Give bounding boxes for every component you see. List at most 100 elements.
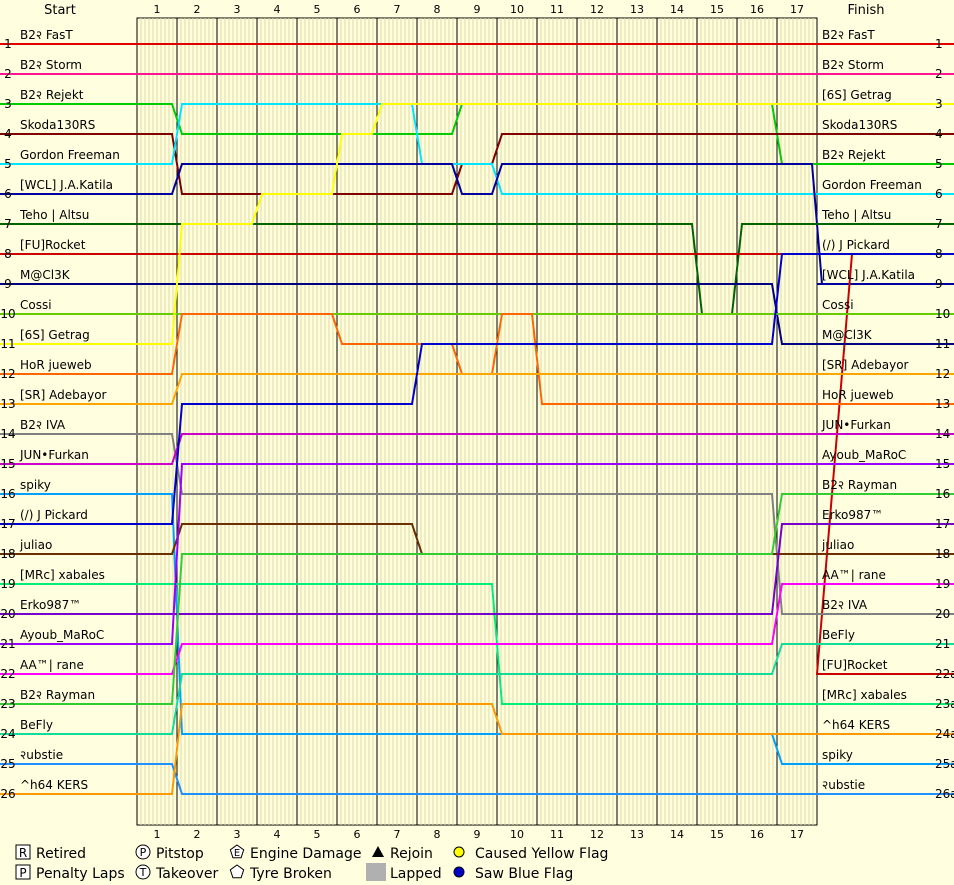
- legend-item: Rejoin: [372, 846, 433, 862]
- finish-driver-label: २ubstie: [822, 778, 865, 792]
- finish-position-number: 20: [935, 607, 950, 621]
- driver-line: [0, 643, 954, 735]
- lap-number-top: 8: [434, 3, 441, 16]
- finish-position-number: 10: [935, 307, 950, 321]
- start-position-number: 11: [0, 337, 15, 351]
- start-driver-label: juliao: [19, 538, 52, 552]
- start-position-number: 16: [0, 487, 15, 501]
- start-driver-label: BeFly: [20, 718, 53, 732]
- legend-lapped-icon: [366, 863, 386, 881]
- start-position-number: 25: [0, 757, 15, 771]
- legend-label: Caused Yellow Flag: [475, 846, 608, 862]
- finish-driver-label: HoR jueweb: [822, 388, 894, 402]
- legend-label: Engine Damage: [250, 846, 362, 862]
- finish-position-number: 22a: [935, 667, 954, 681]
- driver-line: [0, 253, 954, 675]
- start-position-number: 17: [0, 517, 15, 531]
- finish-position-number: 6: [935, 187, 943, 201]
- lap-number-top: 2: [194, 3, 201, 16]
- start-driver-label: Erko987™: [20, 598, 81, 612]
- start-driver-label: Cossi: [20, 298, 52, 312]
- start-position-number: 3: [4, 97, 12, 111]
- start-position-number: 5: [4, 157, 12, 171]
- start-driver-label: [SR] Adebayor: [20, 388, 107, 402]
- legend-square-icon: [15, 864, 31, 880]
- legend-square-icon: [15, 844, 31, 860]
- legend-symbol: R: [19, 846, 27, 860]
- lap-number-top: 4: [274, 3, 281, 16]
- legend-symbol: E: [234, 848, 240, 859]
- finish-driver-label: Erko987™: [822, 508, 883, 522]
- start-driver-label: [WCL] J.A.Katila: [20, 178, 113, 192]
- start-position-number: 4: [4, 127, 12, 141]
- legend-item: Saw Blue Flag: [453, 866, 573, 882]
- start-position-number: 9: [4, 277, 12, 291]
- finish-position-number: 14: [935, 427, 950, 441]
- start-driver-label: HoR jueweb: [20, 358, 92, 372]
- start-position-number: 24: [0, 727, 15, 741]
- start-driver-label: B2२ FasT: [20, 28, 73, 42]
- finish-driver-label: [6S] Getrag: [822, 88, 892, 102]
- driver-line: [0, 163, 954, 285]
- finish-position-number: 19: [935, 577, 950, 591]
- lap-number-bottom: 10: [510, 828, 524, 841]
- start-position-number: 12: [0, 367, 15, 381]
- driver-line: [0, 493, 954, 705]
- finish-driver-label: [WCL] J.A.Katila: [822, 268, 915, 282]
- finish-position-number: 17: [935, 517, 950, 531]
- finish-driver-label: Skoda130RS: [822, 118, 897, 132]
- lap-number-bottom: 5: [314, 828, 321, 841]
- finish-driver-label: [MRc] xabales: [822, 688, 907, 702]
- lap-number-top: 13: [630, 3, 644, 16]
- lap-number-top: 9: [474, 3, 481, 16]
- driver-line: [0, 763, 954, 795]
- legend-circle-icon: [135, 844, 151, 860]
- finish-driver-label: B2२ IVA: [822, 598, 868, 612]
- lap-number-top: 16: [750, 3, 764, 16]
- start-driver-label: २ubstie: [20, 748, 63, 762]
- start-driver-label: [FU]Rocket: [20, 238, 86, 252]
- lap-number-bottom: 17: [790, 828, 804, 841]
- start-position-number: 13: [0, 397, 15, 411]
- finish-driver-label: juliao: [821, 538, 854, 552]
- lap-number-top: 3: [234, 3, 241, 16]
- start-driver-label: [MRc] xabales: [20, 568, 105, 582]
- finish-driver-label: JUN•Furkan: [821, 418, 891, 432]
- lap-number-top: 10: [510, 3, 524, 16]
- legend-item: Lapped: [366, 863, 442, 882]
- lap-number-bottom: 8: [434, 828, 441, 841]
- finish-position-number: 7: [935, 217, 943, 231]
- finish-driver-label: ^h64 KERS: [822, 718, 890, 732]
- lap-number-bottom: 13: [630, 828, 644, 841]
- lap-number-bottom: 2: [194, 828, 201, 841]
- header-finish: Finish: [847, 3, 884, 18]
- lap-gridlines: [136, 18, 818, 825]
- finish-position-number: 18: [935, 547, 950, 561]
- finish-position-number: 25a: [935, 757, 954, 771]
- header-start: Start: [44, 3, 76, 18]
- legend-yellow-dot-icon: [453, 846, 465, 858]
- lap-number-top: 17: [790, 3, 804, 16]
- finish-position-number: 4: [935, 127, 943, 141]
- legend-symbol: P: [19, 866, 26, 880]
- legend-label: Takeover: [155, 866, 218, 882]
- finish-driver-label: Ayoub_MaRoC: [822, 448, 906, 462]
- finish-position-number: 24a: [935, 727, 954, 741]
- finish-position-number: 11: [935, 337, 950, 351]
- finish-position-number: 26a: [935, 787, 954, 801]
- lap-number-top: 7: [394, 3, 401, 16]
- start-driver-label: B2२ Storm: [20, 58, 82, 72]
- finish-driver-label: B2२ FasT: [822, 28, 875, 42]
- start-position-number: 14: [0, 427, 15, 441]
- start-position-number: 18: [0, 547, 15, 561]
- finish-position-number: 13: [935, 397, 950, 411]
- finish-position-number: 15: [935, 457, 950, 471]
- finish-driver-label: [SR] Adebayor: [822, 358, 909, 372]
- lap-number-bottom: 9: [474, 828, 481, 841]
- lap-number-bottom: 3: [234, 828, 241, 841]
- finish-driver-label: Teho | Altsu: [821, 208, 891, 222]
- legend-item: Tyre Broken: [229, 864, 332, 882]
- start-position-number: 26: [0, 787, 15, 801]
- lap-number-bottom: 14: [670, 828, 684, 841]
- lap-number-bottom: 15: [710, 828, 724, 841]
